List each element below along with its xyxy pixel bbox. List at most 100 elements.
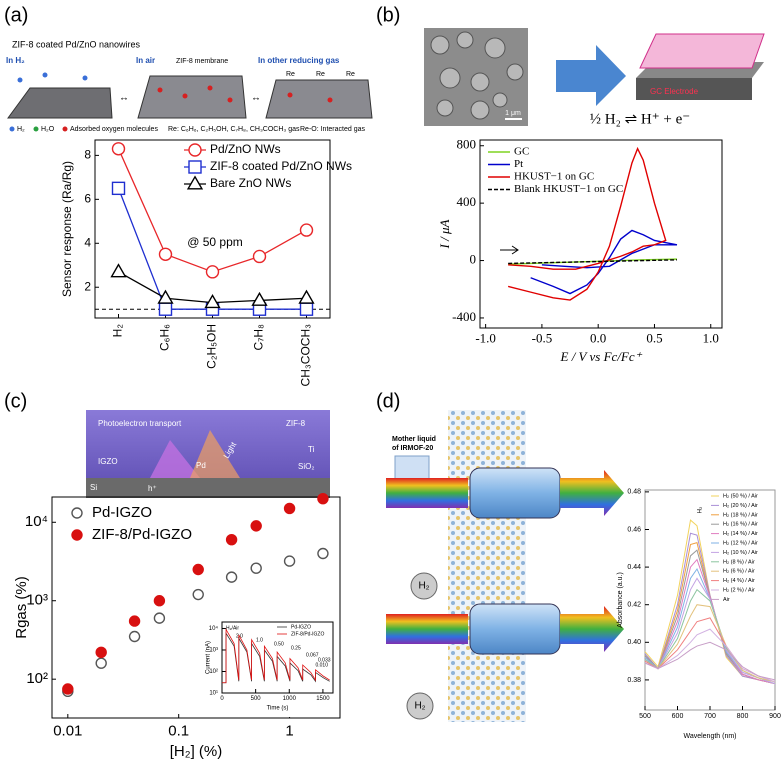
mof-layer bbox=[639, 33, 765, 69]
x-tick-label: -0.5 bbox=[532, 331, 553, 346]
light bbox=[190, 430, 240, 478]
annotation: H₂/Air bbox=[226, 625, 239, 631]
x-tick-label: H₂ bbox=[111, 324, 125, 338]
key-text: Adsorbed oxygen molecules bbox=[70, 126, 158, 133]
device-label: IGZO bbox=[98, 457, 118, 466]
y-tick-label: 10¹ bbox=[209, 691, 218, 697]
annotation: @ 50 ppm bbox=[187, 235, 243, 249]
plot-frame bbox=[479, 139, 723, 329]
legend-label: GC bbox=[514, 146, 529, 158]
source-label: Mother liquid bbox=[392, 436, 436, 443]
nanowire bbox=[265, 79, 373, 119]
y-tick-label: 0.42 bbox=[627, 602, 641, 609]
legend-label: H₂ (10 %) / Air bbox=[723, 550, 758, 556]
legend-label: Pd-IGZO bbox=[291, 624, 311, 630]
marker bbox=[153, 595, 166, 607]
legend-marker bbox=[71, 529, 83, 541]
series-line bbox=[508, 259, 677, 265]
legend-label: Air bbox=[723, 597, 730, 603]
y-tick-label: 0.46 bbox=[627, 526, 641, 533]
y-axis-label: Rgas (%) bbox=[13, 576, 30, 639]
legend-label: H₂ (4 %) / Air bbox=[723, 578, 755, 584]
x-tick-label: 900 bbox=[769, 713, 781, 720]
series-line bbox=[644, 628, 776, 683]
gas-label: H₂ bbox=[418, 581, 429, 592]
marker bbox=[158, 302, 173, 316]
x-tick-label: 1.0 bbox=[703, 331, 719, 346]
legend-label: H₂ (2 %) / Air bbox=[723, 587, 755, 593]
device-label: Pd bbox=[196, 461, 206, 470]
y-axis-label: Absorbance (a.u.) bbox=[617, 572, 624, 628]
schematic-title: ZIF-8 coated Pd/ZnO nanowires bbox=[12, 39, 141, 49]
x-tick-label: -1.0 bbox=[475, 331, 496, 346]
x-tick-label: 500 bbox=[251, 696, 262, 702]
x-tick-label: 0.1 bbox=[168, 722, 189, 739]
legend-marker bbox=[188, 160, 202, 174]
source-label: of IRMOF-20 bbox=[392, 445, 433, 452]
x-tick-label: 0.5 bbox=[646, 331, 662, 346]
x-tick-label: 700 bbox=[704, 713, 716, 720]
marker bbox=[317, 547, 329, 560]
y-tick-label: 0 bbox=[470, 252, 477, 267]
y-axis-label: Sensor response (Ra/Rg) bbox=[60, 161, 74, 297]
series-line bbox=[644, 604, 776, 683]
y-tick-label: 0.48 bbox=[627, 489, 641, 496]
legend-label: ZIF-8/Pd-IGZO bbox=[291, 631, 324, 637]
legend-label: Pd/ZnO NWs bbox=[210, 142, 281, 156]
y-tick-label: -400 bbox=[452, 309, 476, 324]
series-line bbox=[644, 641, 776, 681]
y-tick-label: 10² bbox=[26, 670, 48, 687]
electrode bbox=[636, 78, 752, 100]
legend-label: Bare ZnO NWs bbox=[210, 176, 291, 190]
re-label: Re bbox=[316, 71, 325, 78]
schematic-a: ZIF-8 coated Pd/ZnO nanowires In H₂ In a… bbox=[6, 39, 373, 133]
y-tick-label: 8 bbox=[84, 148, 91, 162]
x-tick-label: 0.0 bbox=[590, 331, 606, 346]
marker bbox=[250, 520, 262, 532]
y-tick-label: 10⁴ bbox=[25, 513, 48, 530]
scan-arrow bbox=[511, 245, 519, 255]
marker bbox=[95, 657, 107, 669]
series-line bbox=[644, 567, 776, 685]
marker bbox=[158, 247, 173, 261]
scale-label: 1 μm bbox=[505, 110, 521, 117]
annotation: 1.0 bbox=[256, 637, 263, 643]
y-tick-label: 10⁴ bbox=[209, 625, 219, 632]
x-tick-label: 800 bbox=[737, 713, 749, 720]
marker bbox=[298, 289, 315, 304]
legend-marker bbox=[186, 175, 204, 190]
key-dot bbox=[9, 126, 15, 132]
marker bbox=[299, 223, 314, 237]
marker bbox=[225, 533, 238, 546]
annotation: H₂ bbox=[698, 506, 704, 513]
annotation: 0.067 bbox=[306, 652, 319, 658]
legend-label: HKUST−1 on GC bbox=[514, 171, 594, 183]
marker bbox=[317, 492, 329, 505]
si-layer bbox=[86, 478, 330, 498]
x-tick-label: 1 bbox=[285, 722, 293, 739]
series-line bbox=[644, 532, 776, 685]
marker bbox=[110, 263, 127, 278]
x-tick-label: 500 bbox=[639, 713, 651, 720]
state-label: In air bbox=[136, 56, 155, 65]
output-light bbox=[560, 606, 624, 652]
chart: 10¹ 10² 10³ 10⁴ 0 500 1000 1500 Time (s) Current … bbox=[200, 616, 337, 717]
device-label: Si bbox=[90, 483, 97, 492]
y-tick-label: 10³ bbox=[26, 592, 48, 609]
input-light bbox=[386, 614, 468, 644]
nanowire bbox=[7, 87, 113, 119]
legend-label: H₂ (6 %) / Air bbox=[723, 569, 755, 575]
marker bbox=[252, 249, 267, 264]
legend-label: H₂ (16 %) / Air bbox=[723, 522, 758, 528]
device-label: h⁺ bbox=[148, 484, 157, 493]
crystals bbox=[430, 31, 524, 120]
re-label: Re bbox=[346, 71, 355, 78]
x-axis-label: Time (s) bbox=[267, 706, 289, 712]
x-tick-label: C₂H₅OH bbox=[205, 324, 219, 369]
schematic-c: Photoelectron transport ZIF-8 IGZO Pd Li… bbox=[86, 410, 330, 498]
y-tick-label: 10³ bbox=[209, 648, 218, 654]
legend-label: H₂ (18 %) / Air bbox=[723, 512, 758, 518]
legend-label: H₂ (14 %) / Air bbox=[723, 531, 758, 537]
x-tick-label: 0 bbox=[220, 696, 224, 702]
device-label: ZIF-8 bbox=[286, 419, 306, 428]
